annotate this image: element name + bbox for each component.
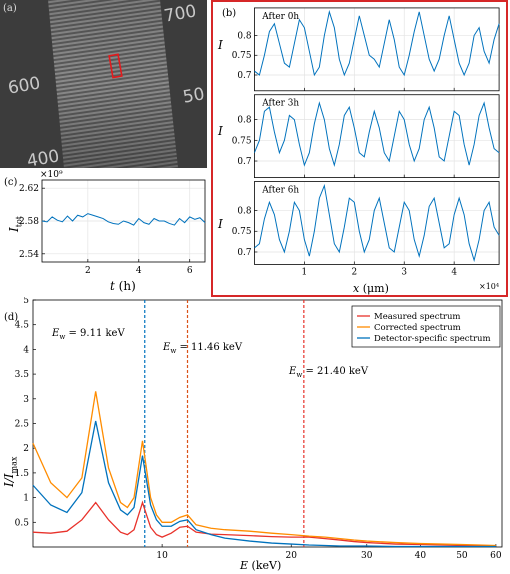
- panel-c-ylabel: Itot: [7, 216, 24, 232]
- spectrum-chart: 10 20 30 40 50 60 0.5 1 1.5 2 2.5 3 3.5 4 4.5 5 Measured…: [15, 297, 503, 561]
- panel-d-xlabel: E (keV): [240, 559, 282, 572]
- d-ytick-label: 1.5: [15, 469, 30, 479]
- c-series-line: [41, 213, 206, 226]
- c-xtick-label: 4: [136, 266, 142, 276]
- vline-label-2: Ew = 21.40 keV: [289, 366, 369, 379]
- d-ytick-label: 3.5: [15, 370, 30, 380]
- panel-b-label: (b): [222, 8, 237, 19]
- d-xtick-label: 60: [490, 551, 502, 561]
- b-axes-box: [254, 94, 500, 178]
- d-ytick-label: 2: [23, 444, 29, 454]
- panel-b-ylabel-0: I: [218, 38, 223, 52]
- d-ytick-label: 4: [23, 345, 29, 355]
- panel-d-ylabel: I/Imax: [2, 456, 19, 487]
- itot-chart: 2 4 6 2.54 2.58 2.62: [19, 179, 206, 276]
- d-series-line: [32, 500, 496, 547]
- b-series-line: [254, 9, 500, 77]
- b-ytick-label: 0.8: [237, 32, 251, 42]
- d-ytick-label: 2.5: [15, 420, 30, 430]
- profile-charts: 0.7 0.75 0.8 After 0h 0.7 0.75 0.8 After 3h 0.7 0…: [232, 7, 500, 277]
- d-ytick-label: 0.5: [15, 518, 30, 528]
- d-xtick-label: 30: [361, 551, 373, 561]
- b-ytick-label: 0.75: [232, 227, 252, 237]
- panel-c: 2 4 6 2.54 2.58 2.62 (c) ×10⁹ Itot t (h): [0, 170, 210, 294]
- b-ytick-label: 0.7: [237, 71, 251, 81]
- vline-label-1: Ew = 11.46 keV: [163, 342, 243, 355]
- panel-d-label: (d): [4, 312, 19, 323]
- panel-b-xlabel: x (μm): [353, 282, 389, 295]
- b-ytick-label: 0.7: [237, 157, 251, 167]
- micrograph-image: [0, 0, 207, 168]
- b-subplot-annotation: After 0h: [261, 12, 299, 22]
- roi-marker: [108, 53, 123, 79]
- c-ytick-label: 2.62: [19, 184, 39, 194]
- b-xtick-label: 2: [351, 267, 357, 277]
- vline-label-0: Ew = 9.11 keV: [52, 328, 125, 341]
- c-xtick-label: 2: [85, 266, 91, 276]
- b-axes-box: [254, 181, 500, 265]
- c-ytick-label: 2.58: [19, 217, 39, 227]
- panel-b-exponent: ×10⁴: [479, 282, 500, 291]
- d-xtick-label: 50: [456, 551, 468, 561]
- b-axes-box: [254, 7, 500, 92]
- panel-c-label: (c): [4, 177, 18, 188]
- panel-b: 0.7 0.75 0.8 After 0h 0.7 0.75 0.8 After 3h 0.7 0…: [211, 0, 508, 297]
- d-legend-box: [351, 305, 501, 348]
- panel-c-xlabel: t (h): [110, 279, 136, 293]
- panel-b-ylabel-2: I: [218, 217, 223, 231]
- panel-c-exponent: ×10⁹: [40, 170, 63, 180]
- d-ytick-label: 1: [23, 494, 29, 504]
- b-subplot-annotation: After 3h: [261, 99, 299, 109]
- d-legend-label: Measured spectrum: [374, 312, 460, 322]
- b-ytick-label: 0.8: [237, 116, 251, 126]
- d-ytick-label: 4.5: [15, 321, 30, 331]
- d-ytick-label: 3: [23, 395, 29, 405]
- d-ytick-label: 5: [23, 297, 29, 306]
- b-xtick-label: 3: [401, 267, 407, 277]
- c-xtick-label: 6: [187, 266, 193, 276]
- d-series-line: [32, 420, 496, 548]
- b-xtick-label: 4: [451, 267, 457, 277]
- b-ytick-label: 0.8: [237, 207, 251, 217]
- d-legend-label: Detector-specific spectrum: [374, 334, 491, 344]
- panel-b-ylabel-1: I: [218, 124, 223, 138]
- b-xtick-label: 1: [302, 267, 308, 277]
- panel-a-label: (a): [3, 3, 17, 14]
- b-ytick-label: 0.75: [232, 51, 252, 61]
- scale-label-right: 50: [181, 84, 207, 108]
- d-series-line: [32, 391, 496, 547]
- b-series-line: [253, 101, 500, 168]
- d-xtick-label: 20: [286, 551, 298, 561]
- panel-d: 10 20 30 40 50 60 0.5 1 1.5 2 2.5 3 3.5 4 4.5 5 Measured…: [0, 297, 510, 574]
- d-xtick-label: 10: [156, 551, 168, 561]
- d-legend-label: Corrected spectrum: [374, 323, 461, 333]
- b-subplot-annotation: After 6h: [261, 185, 299, 195]
- d-xtick-label: 40: [415, 551, 427, 561]
- micrograph-panel: (a) 700 600 50 400: [0, 0, 207, 168]
- b-ytick-label: 0.75: [232, 136, 252, 146]
- b-series-line: [254, 183, 500, 263]
- b-ytick-label: 0.7: [237, 248, 251, 258]
- c-ytick-label: 2.54: [19, 250, 39, 260]
